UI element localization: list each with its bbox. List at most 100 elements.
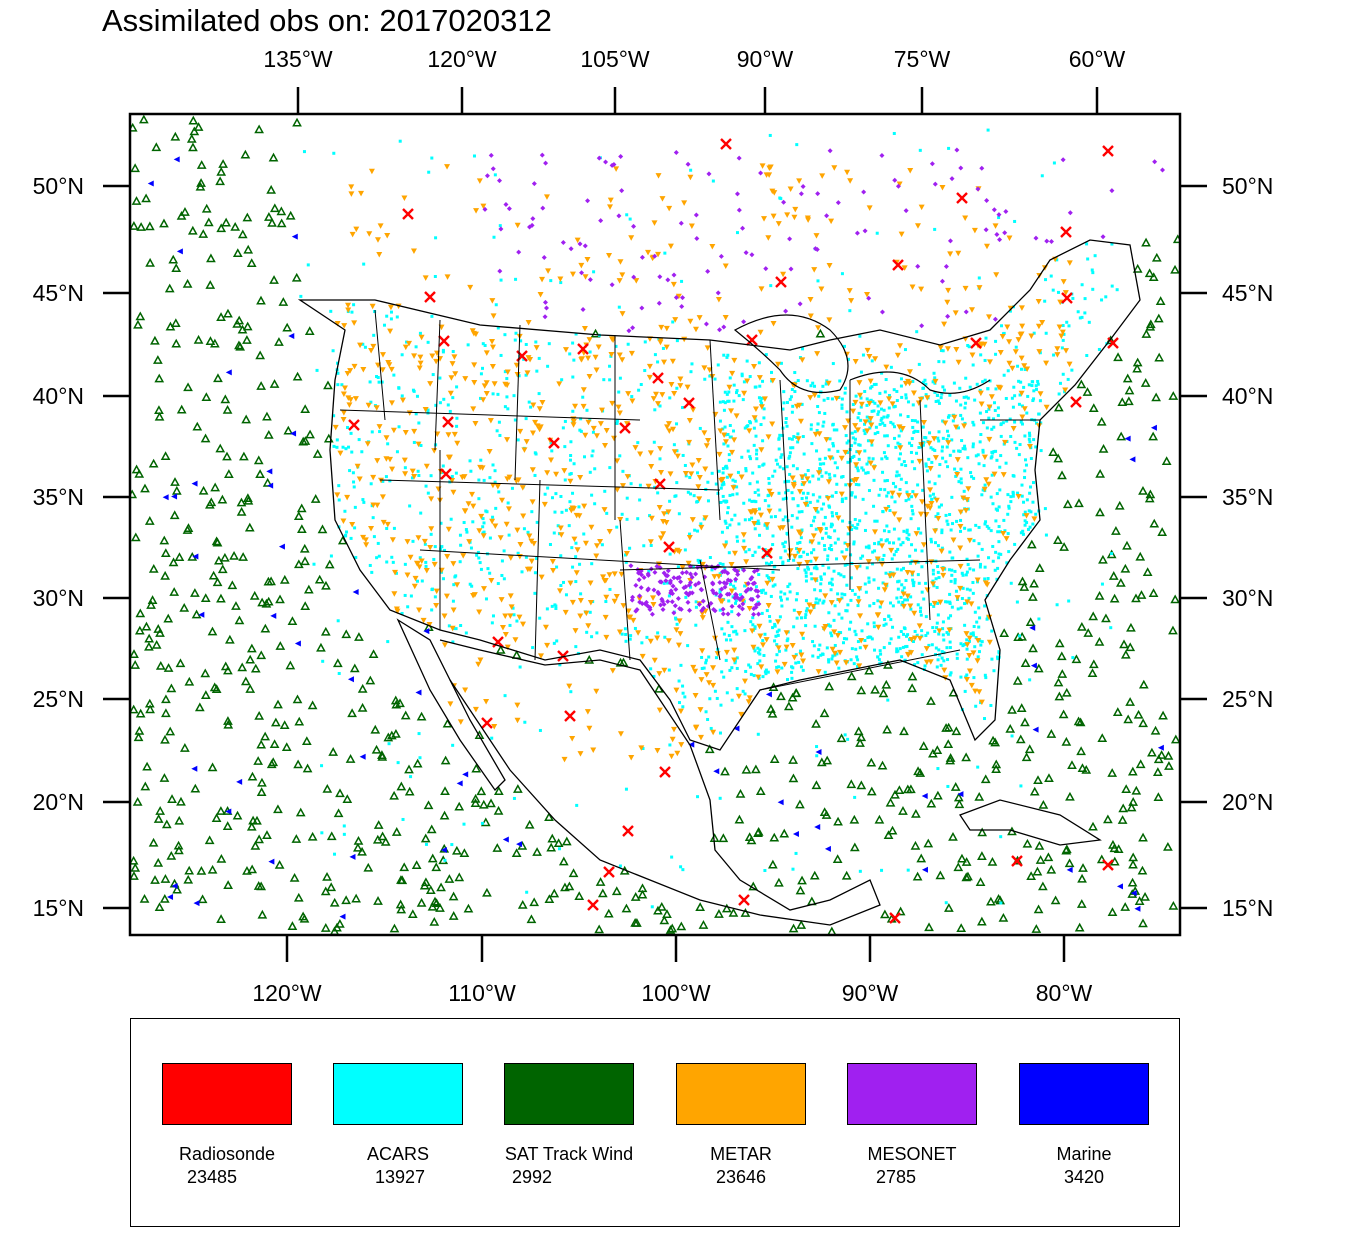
acars-marker [724,638,728,642]
acars-marker [341,445,345,449]
sat-track-wind-marker [1073,716,1084,726]
sat-track-wind-marker [161,694,171,704]
acars-marker [863,390,867,394]
acars-marker [816,404,820,408]
acars-marker [899,629,903,633]
acars-marker [945,437,949,441]
metar-marker [1043,360,1050,367]
acars-marker [946,415,950,419]
sat-track-wind-marker [285,660,296,670]
acars-marker [743,692,747,696]
acars-marker [514,277,518,281]
metar-marker [504,644,511,651]
acars-marker [739,593,743,597]
sat-track-wind-marker [1012,675,1023,685]
acars-marker [999,423,1003,427]
metar-marker [688,471,695,477]
acars-marker [827,472,831,476]
acars-marker [530,510,534,514]
acars-marker [978,388,982,392]
acars-marker [1022,513,1026,517]
sat-track-wind-marker [425,885,436,894]
sat-track-wind-marker [1114,500,1125,510]
metar-marker [477,657,484,664]
metar-marker [369,303,376,310]
metar-marker [598,407,605,414]
acars-marker [976,655,980,659]
acars-marker [988,379,992,383]
right-lat-label: 30°N [1222,585,1273,611]
metar-marker [383,435,390,441]
sat-track-wind-marker [257,909,268,919]
sat-track-wind-marker [480,817,491,827]
metar-marker [921,420,928,426]
sat-track-wind-marker [206,253,216,263]
right-lat-label: 50°N [1222,173,1273,199]
acars-marker [963,526,967,530]
metar-marker [976,285,983,291]
mesonet-marker [741,319,747,325]
acars-marker [830,634,834,638]
sat-track-wind-marker [245,654,256,664]
metar-marker [901,265,908,271]
acars-marker [518,665,522,669]
metar-marker [624,421,631,427]
acars-marker [796,541,800,545]
acars-marker [1032,389,1036,393]
sat-track-wind-marker [1075,717,1086,727]
acars-marker [956,607,960,611]
acars-marker [512,796,516,800]
metar-marker [647,638,654,645]
acars-marker [849,620,853,624]
acars-marker [721,400,725,404]
acars-marker [985,524,989,528]
metar-marker [561,756,568,763]
metar-marker [871,529,878,535]
marine-marker [290,430,297,437]
sat-track-wind-marker [894,785,905,795]
sat-track-wind-marker [166,850,177,860]
acars-marker [878,605,882,609]
radiosonde-marker [348,419,360,431]
acars-marker [965,657,969,661]
acars-marker [731,595,735,599]
mesonet-marker [708,600,714,606]
acars-marker [846,460,850,464]
sat-track-wind-marker [704,744,715,754]
acars-marker [936,436,940,440]
mesonet-marker [703,321,709,327]
acars-marker [799,665,803,669]
sat-track-wind-marker [391,827,402,836]
sat-track-wind-marker [173,840,184,850]
metar-marker [639,653,646,660]
metar-marker [730,485,737,491]
metar-marker [609,400,616,407]
acars-marker [549,441,553,445]
sat-track-wind-marker [454,872,465,882]
acars-marker [882,553,886,557]
sat-track-wind-marker [257,597,267,607]
acars-marker [948,640,952,644]
sat-track-wind-marker [208,570,219,580]
acars-marker [746,424,750,428]
mesonet-marker [530,216,536,222]
acars-marker [1028,440,1032,444]
acars-marker [679,865,683,869]
acars-marker [472,154,476,158]
acars-marker [661,346,665,350]
acars-marker [417,421,421,425]
acars-marker [733,661,737,665]
acars-marker [1057,392,1061,396]
acars-marker [936,512,940,516]
acars-marker [843,391,847,395]
sat-track-wind-marker [890,789,900,799]
sat-track-wind-marker [898,806,908,815]
acars-marker [885,479,889,483]
acars-marker [626,342,630,346]
acars-marker [758,659,762,663]
acars-marker [677,512,681,516]
metar-marker [712,411,719,418]
acars-marker [887,530,891,534]
sat-track-wind-marker [451,845,462,855]
acars-marker [959,413,963,417]
